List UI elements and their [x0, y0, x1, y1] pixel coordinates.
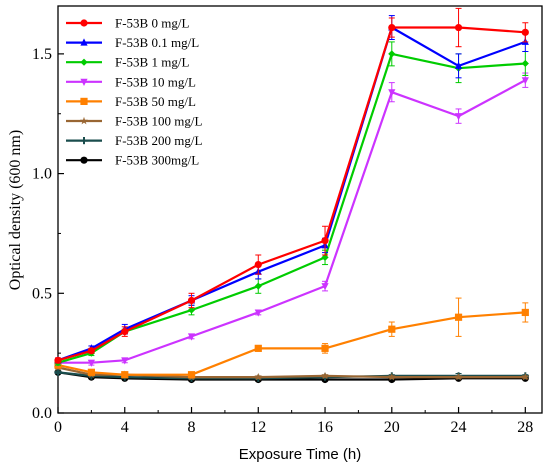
legend-label: F-53B 0.1 mg/L	[115, 35, 199, 50]
data-point	[80, 19, 88, 27]
legend-item: F-53B 100 mg/L	[66, 114, 202, 129]
data-point	[54, 356, 62, 364]
legend-label: F-53B 1 mg/L	[115, 55, 189, 70]
legend-label: F-53B 50 mg/L	[115, 94, 196, 109]
x-tick-label: 28	[517, 419, 533, 436]
data-point	[187, 296, 196, 305]
data-point	[254, 260, 262, 269]
data-point	[87, 347, 95, 355]
series-line	[57, 311, 526, 376]
legend-item: F-53B 10 mg/L	[66, 74, 196, 89]
legend-item: F-53B 50 mg/L	[66, 94, 196, 109]
data-point	[121, 371, 129, 379]
x-tick-label: 8	[188, 419, 196, 436]
data-point	[521, 372, 530, 381]
legend: F-53B 0 mg/L F-53B 0.1 mg/L F-53B 1 mg/L F-…	[66, 16, 202, 168]
legend-label: F-53B 0 mg/L	[115, 16, 189, 31]
legend-label: F-53B 200 mg/L	[115, 133, 202, 148]
data-point	[321, 371, 330, 380]
data-point	[454, 61, 463, 69]
y-tick-label: 0.5	[32, 285, 52, 302]
data-point	[87, 368, 95, 376]
data-point	[80, 78, 88, 86]
data-point	[187, 371, 196, 379]
x-tick-label: 16	[317, 419, 333, 436]
data-point	[187, 333, 196, 341]
y-tick-label: 0.0	[32, 405, 52, 422]
data-point	[388, 23, 396, 32]
data-point	[80, 137, 88, 145]
data-point	[254, 309, 262, 317]
data-point	[388, 50, 396, 58]
series-4	[54, 297, 529, 379]
data-point	[521, 308, 529, 317]
data-point	[454, 113, 463, 121]
y-axis-title: Optical density (600 nm)	[7, 130, 24, 290]
y-tick-label: 1.0	[32, 166, 52, 183]
data-point	[80, 156, 88, 164]
x-tick-label: 4	[121, 419, 129, 436]
data-point	[454, 372, 463, 381]
data-point	[254, 372, 263, 381]
data-point	[321, 344, 329, 352]
data-point	[80, 116, 88, 125]
data-point	[388, 325, 396, 333]
data-point	[80, 58, 88, 66]
axis-ticks: 0 4 8 12 16 20 24 28 0.0 0.5 1.0 1.5	[32, 46, 533, 436]
data-point	[254, 282, 262, 290]
legend-label: F-53B 100 mg/L	[115, 114, 202, 129]
series-3	[54, 72, 529, 367]
data-point	[54, 368, 62, 376]
data-point	[321, 237, 329, 245]
y-tick-label: 1.5	[32, 46, 52, 63]
data-point	[121, 357, 129, 365]
series-0	[54, 7, 529, 364]
data-point	[454, 23, 463, 32]
data-point	[321, 253, 329, 261]
legend-item: F-53B 300mg/L	[66, 153, 199, 168]
data-point	[388, 89, 396, 97]
x-axis-title: Exposure Time (h)	[239, 446, 362, 463]
legend-item: F-53B 200 mg/L	[66, 133, 202, 148]
data-point	[254, 344, 262, 352]
data-point	[80, 97, 88, 105]
legend-label: F-53B 300mg/L	[115, 153, 199, 168]
x-tick-label: 24	[451, 419, 467, 436]
x-tick-label: 0	[54, 419, 62, 436]
legend-item: F-53B 0.1 mg/L	[66, 35, 199, 50]
data-point	[321, 283, 329, 291]
data-point	[80, 38, 88, 46]
x-tick-label: 12	[250, 419, 266, 436]
data-point	[521, 28, 529, 36]
data-point	[454, 313, 463, 321]
plot-frame	[57, 5, 543, 414]
data-point	[521, 59, 529, 68]
data-point	[87, 359, 95, 367]
legend-label: F-53B 10 mg/L	[115, 74, 196, 89]
data-point	[187, 306, 196, 314]
legend-item: F-53B 1 mg/L	[66, 55, 189, 70]
series-layer	[54, 7, 530, 384]
x-tick-label: 20	[384, 419, 400, 436]
legend-item: F-53B 0 mg/L	[66, 16, 189, 31]
data-point	[387, 372, 396, 381]
data-point	[121, 328, 129, 336]
data-point	[521, 77, 529, 85]
